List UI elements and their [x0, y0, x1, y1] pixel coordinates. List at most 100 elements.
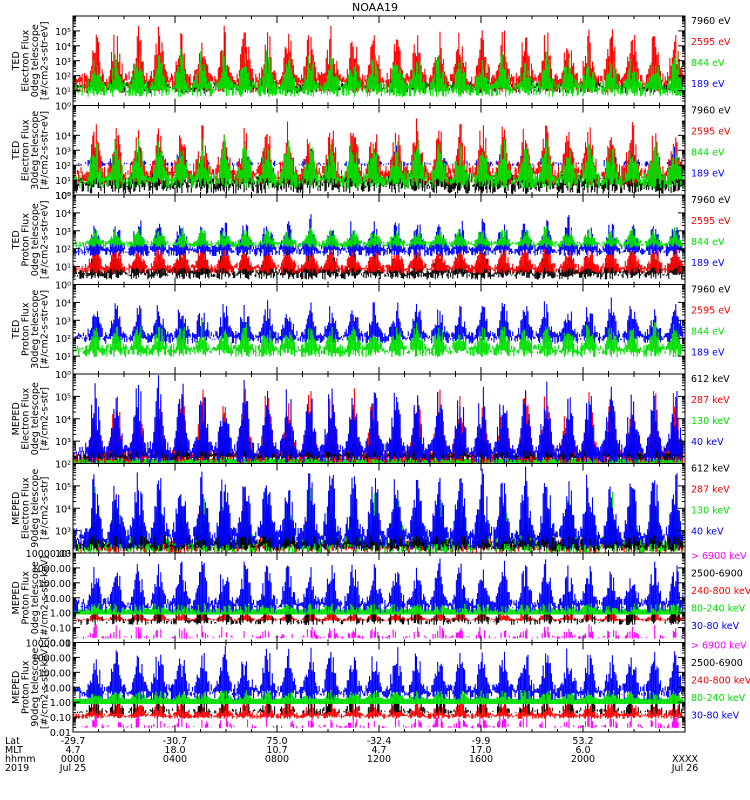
legend-entry: 189 eV — [691, 79, 725, 90]
y-tick-label: 10⁴ — [55, 209, 71, 220]
y-tick-label: 0.01 — [50, 639, 71, 650]
y-axis-label: MEPED — [11, 581, 22, 614]
y-axis-label: Proton Flux — [21, 660, 32, 714]
y-tick-label: 10² — [55, 245, 71, 256]
legend-entry: 844 eV — [691, 148, 725, 159]
y-axis-label: 0deg telescope — [30, 24, 41, 97]
x-tick-label: 17.0 — [470, 745, 491, 756]
y-axis-label: 0deg telescope — [30, 561, 41, 634]
series-trace — [73, 320, 684, 358]
y-tick-label: 10² — [55, 72, 71, 83]
y-tick-label: 10⁵ — [55, 191, 71, 202]
y-tick-label: 10³ — [55, 146, 71, 157]
y-axis-label: 90deg telescope — [30, 469, 41, 548]
y-axis-label: Proton Flux — [21, 213, 32, 267]
y-axis-label: 30deg telescope — [30, 290, 41, 369]
y-tick-label: 10⁴ — [55, 42, 71, 53]
y-tick-label: 10² — [55, 549, 71, 560]
y-axis-label: TED — [11, 141, 22, 161]
x-tick-label: 6.0 — [575, 745, 590, 756]
y-tick-label: 10¹ — [55, 87, 71, 98]
y-tick-label: 10⁴ — [55, 415, 71, 426]
legend-entry: 30-80 keV — [691, 621, 740, 632]
x-tick-label: 1200 — [367, 754, 391, 765]
y-tick-label: 10⁰ — [55, 191, 71, 202]
y-axis-label: [#/cm2-s-str-eV] — [40, 290, 51, 369]
y-tick-label: 10¹ — [55, 263, 71, 274]
y-axis-label: MEPED — [11, 671, 22, 704]
x-row-label: Lat — [5, 736, 20, 747]
legend-entry: 844 eV — [691, 327, 725, 338]
legend-entry: 7960 eV — [691, 285, 731, 296]
legend-entry: 80-240 keV — [691, 693, 746, 704]
y-tick-label: 0.01 — [50, 728, 71, 739]
x-tick-label: 4.7 — [65, 745, 80, 756]
y-tick-label: 100.00 — [38, 579, 71, 590]
series-4 — [73, 375, 684, 464]
y-axis-label: [#/cm2-s-str] — [40, 477, 51, 540]
x-tick-label: 18.0 — [164, 745, 185, 756]
y-tick-label: 10⁵ — [55, 482, 71, 493]
y-axis-label: 0deg telescope — [30, 203, 41, 276]
series-5 — [73, 645, 684, 701]
series-4 — [73, 226, 684, 248]
y-tick-label: 10² — [55, 161, 71, 172]
x-tick-label: -32.4 — [367, 736, 392, 747]
x-tick-label: 0000 — [61, 754, 85, 765]
x-tick-label: Jul 26 — [671, 763, 699, 774]
y-tick-label: 1.00 — [50, 698, 71, 709]
x-tick-label: -30.7 — [163, 736, 188, 747]
legend-entry: 189 eV — [691, 258, 725, 269]
x-tick-label: 53.2 — [572, 736, 593, 747]
x-tick-label: XXXX — [672, 754, 699, 765]
y-tick-label: 10⁴ — [55, 131, 71, 142]
y-tick-label: 0.10 — [50, 713, 71, 724]
y-axis-label: TED — [11, 320, 22, 340]
legend-entry: 30-80 keV — [691, 711, 740, 722]
legend-entry: 612 keV — [691, 374, 730, 385]
legend-entry: 240-800 keV — [691, 676, 750, 687]
x-tick-label: 75.0 — [266, 736, 287, 747]
legend-entry: 40 keV — [691, 527, 724, 538]
x-tick-label: -29.7 — [61, 736, 86, 747]
y-axis-label: [#/cm2-s-str-eV] — [40, 111, 51, 190]
x-tick-label: 1600 — [469, 754, 493, 765]
y-tick-label: 10² — [55, 460, 71, 471]
y-tick-label: 10¹ — [55, 176, 71, 187]
series-2 — [73, 320, 684, 358]
y-tick-label: 10⁵ — [55, 27, 71, 38]
legend-entry: 287 keV — [691, 395, 730, 406]
y-axis-label: Electron Flux — [21, 477, 32, 539]
y-axis-label: 30deg telescope — [30, 111, 41, 190]
y-tick-label: 10⁰ — [55, 281, 71, 292]
y-axis-label: Electron Flux — [21, 388, 32, 450]
legend-entry: 2595 eV — [691, 37, 731, 48]
y-tick-label: 10000.00 — [26, 549, 71, 560]
legend-entry: 2500-6900 — [691, 658, 743, 669]
series-1 — [75, 624, 684, 639]
y-tick-label: 10¹ — [55, 352, 71, 363]
panel-7: 0.01 0.10 1.00 10.00 100.00 1000.00 10000.00 ME… — [11, 549, 750, 650]
y-tick-label: 10³ — [55, 316, 71, 327]
y-axis-label: 90deg telescope — [30, 648, 41, 727]
legend-entry: 130 keV — [691, 416, 730, 427]
panel-8: 0.01 0.10 1.00 10.00 100.00 1000.00 10000.00 ME… — [11, 639, 750, 740]
y-tick-label: 10³ — [55, 57, 71, 68]
legend-entry: > 6900 keV — [691, 641, 747, 652]
legend-entry: 2595 eV — [691, 127, 731, 138]
y-tick-label: 10⁵ — [55, 392, 71, 403]
y-tick-label: 10.00 — [44, 594, 71, 605]
x-tick-label: 0400 — [163, 754, 187, 765]
legend-entry: 2500-6900 — [691, 569, 743, 580]
x-tick-label: 10.7 — [266, 745, 287, 756]
y-axis-label: MEPED — [11, 402, 22, 435]
y-tick-label: 1000.00 — [32, 653, 71, 664]
y-axis-label: [#/cm2-s-str-keV] — [40, 556, 51, 640]
series-trace — [76, 690, 683, 715]
x-tick-label: Jul 25 — [59, 763, 87, 774]
x-tick-label: 2000 — [571, 754, 595, 765]
